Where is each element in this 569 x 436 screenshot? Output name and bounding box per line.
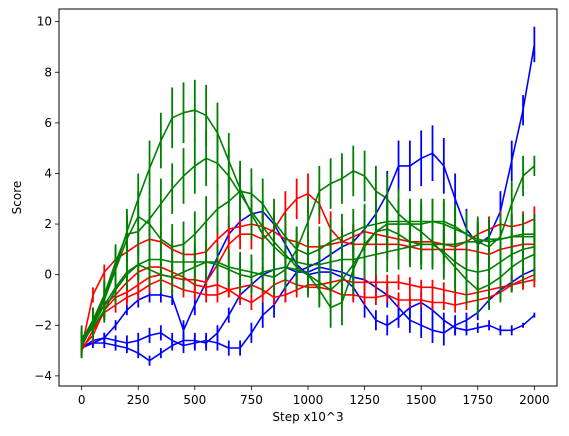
series-12 <box>80 203 536 351</box>
y-tick-label: −4 <box>34 369 52 383</box>
x-tick-label: 250 <box>127 393 150 407</box>
x-tick-label: 1250 <box>349 393 380 407</box>
y-tick-label: −2 <box>34 318 52 332</box>
x-axis-label: Step x10^3 <box>272 410 343 424</box>
y-tick-label: 2 <box>44 217 52 231</box>
y-tick-label: 0 <box>44 268 52 282</box>
x-tick-label: 500 <box>183 393 206 407</box>
x-tick-label: 1000 <box>293 393 324 407</box>
x-tick-label: 2000 <box>519 393 550 407</box>
y-axis-ticks: −4 −2 0 2 4 6 8 10 <box>34 15 59 383</box>
y-tick-label: 10 <box>37 15 52 29</box>
y-tick-label: 4 <box>44 166 52 180</box>
series-layer <box>80 26 536 366</box>
series-line <box>80 190 535 344</box>
y-tick-label: 6 <box>44 116 52 130</box>
series-line <box>81 170 535 342</box>
x-tick-label: 750 <box>240 393 263 407</box>
y-axis-label: Score <box>10 181 24 215</box>
series-line <box>81 228 535 339</box>
series-line <box>81 192 535 349</box>
plot-area <box>80 26 536 366</box>
x-tick-label: 1500 <box>406 393 437 407</box>
y-tick-label: 8 <box>44 65 52 79</box>
x-tick-label: 1750 <box>462 393 493 407</box>
x-axis-ticks: 0 250 500 750 1000 1250 1500 1750 2000 <box>78 386 550 407</box>
x-tick-label: 0 <box>78 393 86 407</box>
plot-frame <box>58 8 558 387</box>
